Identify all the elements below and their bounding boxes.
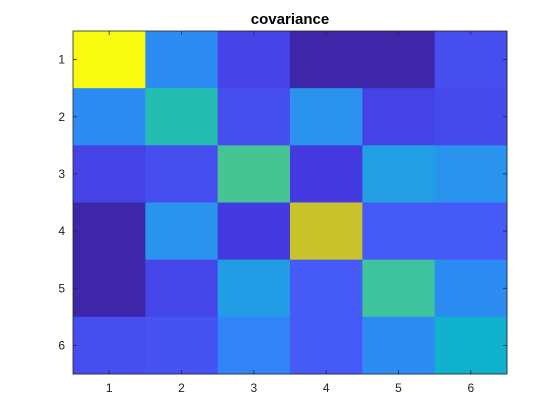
x-tick-label: 3 (250, 381, 257, 395)
heatmap-cell-r2-c5 (362, 88, 436, 146)
heatmap-cell-r3-c4 (290, 145, 363, 203)
heatmap-cells (73, 31, 508, 375)
y-tick-label: 2 (58, 110, 65, 124)
heatmap-cell-r1-c5 (362, 31, 436, 89)
heatmap-cell-r2-c4 (290, 88, 363, 146)
y-tick-label: 1 (58, 53, 65, 67)
heatmap-cell-r6-c1 (73, 316, 146, 375)
heatmap-cell-r4-c4 (290, 202, 363, 261)
y-tick-label: 5 (58, 281, 65, 295)
heatmap-cell-r4-c5 (362, 202, 436, 261)
axis-ticks: 1 2 3 4 5 6 1 2 3 4 5 6 (58, 31, 507, 395)
plot-frame (72, 30, 508, 375)
heatmap-cell-r3-c6 (434, 145, 508, 203)
heatmap-cell-r6-c5 (362, 316, 436, 375)
heatmap-cell-r1-c3 (217, 31, 291, 89)
heatmap-cell-r3-c3 (217, 145, 291, 203)
y-tick-label: 3 (58, 167, 65, 181)
heatmap-cell-r2-c1 (73, 88, 146, 146)
heatmap-cell-r2-c3 (217, 88, 291, 146)
heatmap-cell-r2-c2 (145, 88, 219, 146)
heatmap-cell-r3-c1 (73, 145, 146, 203)
x-tick-label: 6 (467, 381, 474, 395)
y-tick-label: 4 (58, 224, 65, 238)
heatmap-cell-r5-c1 (73, 259, 146, 318)
heatmap-cell-r4-c2 (145, 202, 219, 261)
y-tick-label: 6 (58, 338, 65, 352)
x-tick-label: 4 (323, 381, 330, 395)
heatmap-cell-r5-c6 (434, 259, 508, 318)
heatmap-cell-r6-c2 (145, 316, 219, 375)
x-tick-label: 5 (395, 381, 402, 395)
heatmap-cell-r3-c2 (145, 145, 219, 203)
heatmap-cell-r4-c6 (434, 202, 508, 261)
heatmap-cell-r1-c2 (145, 31, 219, 89)
heatmap-cell-r3-c5 (362, 145, 436, 203)
heatmap-cell-r6-c4 (290, 316, 363, 375)
heatmap-cell-r6-c6 (434, 316, 508, 375)
heatmap-cell-r2-c6 (434, 88, 508, 146)
heatmap-cell-r1-c1 (73, 31, 146, 89)
x-tick-label: 2 (178, 381, 185, 395)
x-tick-label: 1 (106, 381, 113, 395)
heatmap-cell-r1-c4 (290, 31, 363, 89)
heatmap-cell-r5-c3 (217, 259, 291, 318)
heatmap-cell-r5-c2 (145, 259, 219, 318)
heatmap-cell-r5-c4 (290, 259, 363, 318)
heatmap-cell-r4-c1 (73, 202, 146, 261)
heatmap-cell-r4-c3 (217, 202, 291, 261)
heatmap-cell-r5-c5 (362, 259, 436, 318)
heatmap-cell-r6-c3 (217, 316, 291, 375)
chart-title: covariance (251, 11, 329, 28)
heatmap-cell-r1-c6 (434, 31, 508, 89)
